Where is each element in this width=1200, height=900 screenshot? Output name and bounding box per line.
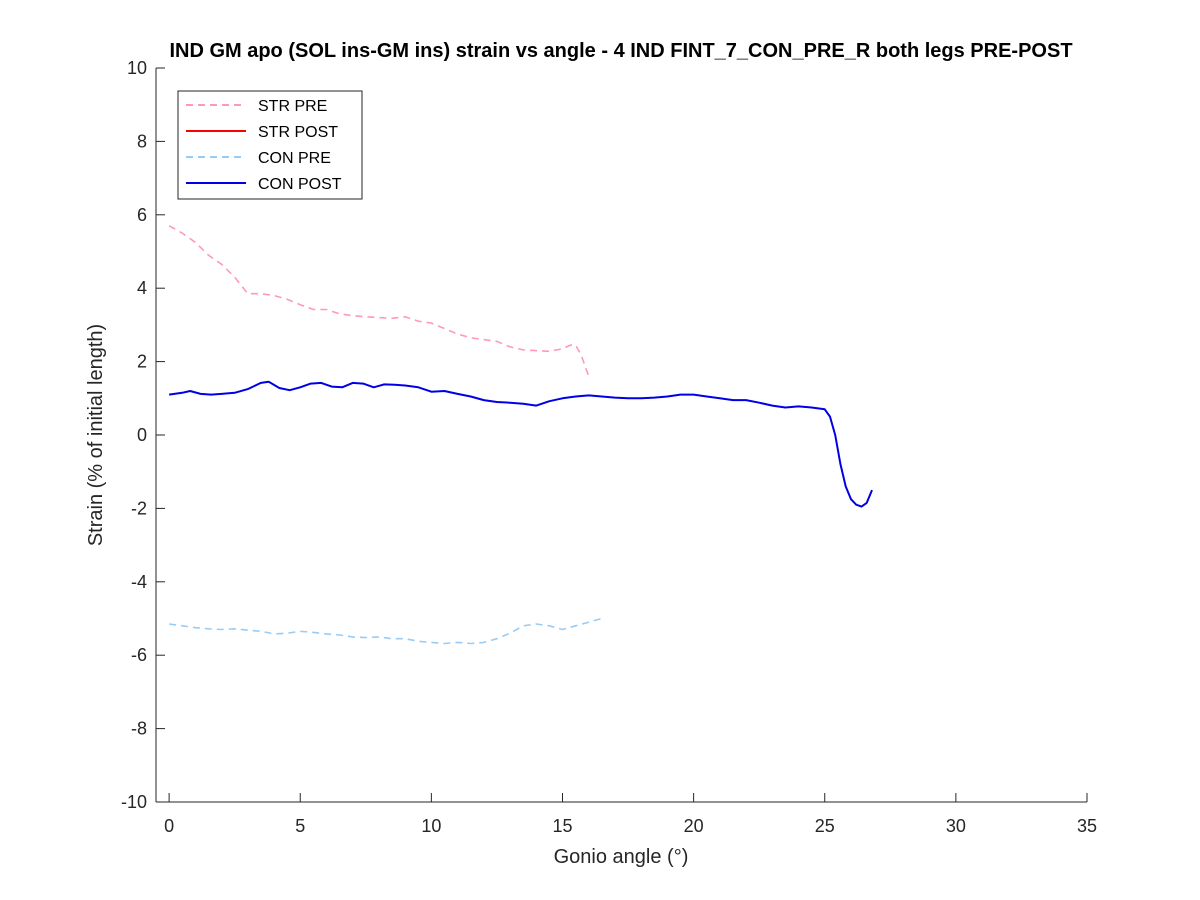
- x-tick-label: 20: [684, 816, 704, 836]
- y-tick-label: -2: [131, 498, 147, 518]
- y-tick-label: 4: [137, 278, 147, 298]
- legend: STR PRE STR POST CON PRE CON POST: [177, 90, 363, 200]
- x-tick-label: 10: [421, 816, 441, 836]
- y-tick-label: 10: [127, 58, 147, 78]
- series-line-con-pre: [168, 617, 603, 645]
- series-line-str-pre: [168, 225, 590, 377]
- legend-label: CON POST: [258, 176, 342, 193]
- legend-label: STR PRE: [258, 98, 327, 115]
- series-line-con-post: [168, 380, 873, 508]
- y-tick-label: -8: [131, 719, 147, 739]
- x-ticks: 0 5 10 15 20 25 30 35: [164, 793, 1097, 836]
- x-axis-label: Gonio angle (°): [554, 846, 689, 868]
- y-tick-label: -10: [121, 792, 147, 812]
- y-tick-label: 8: [137, 131, 147, 151]
- x-tick-label: 0: [164, 816, 174, 836]
- series-layer: [168, 225, 873, 645]
- y-tick-label: -4: [131, 572, 147, 592]
- x-tick-label: 30: [946, 816, 966, 836]
- x-tick-label: 25: [815, 816, 835, 836]
- y-tick-label: 6: [137, 205, 147, 225]
- x-tick-label: 5: [295, 816, 305, 836]
- legend-label: CON PRE: [258, 150, 331, 167]
- legend-label: STR POST: [258, 124, 338, 141]
- x-tick-label: 35: [1077, 816, 1097, 836]
- y-tick-label: -6: [131, 645, 147, 665]
- y-axis-label: Strain (% of initial length): [85, 324, 107, 546]
- y-tick-label: 0: [137, 425, 147, 445]
- legend-box: [177, 90, 363, 200]
- chart-title: IND GM apo (SOL ins-GM ins) strain vs an…: [169, 40, 1072, 62]
- x-tick-label: 15: [552, 816, 572, 836]
- y-ticks: -10 -8 -6 -4 -2 0 2 4 6 8 10: [121, 58, 165, 812]
- y-tick-label: 2: [137, 352, 147, 372]
